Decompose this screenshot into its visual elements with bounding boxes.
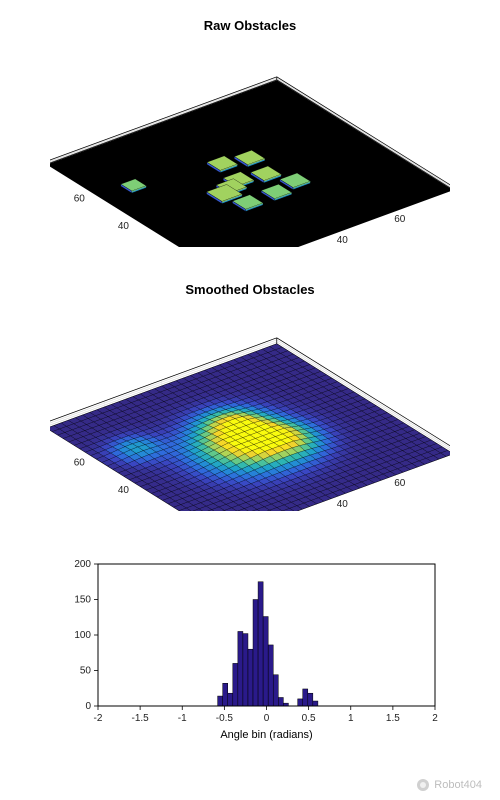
- watermark: Robot404: [416, 778, 482, 792]
- svg-text:Angle bin (radians): Angle bin (radians): [220, 729, 312, 741]
- svg-text:40: 40: [337, 235, 349, 246]
- histogram: 0 50 100 150 200 -2 -1.5 -1 -0.5 0 0.5 1 1.5 2 Angle b…: [50, 556, 450, 746]
- svg-text:200: 200: [74, 559, 91, 570]
- panel-raw-obstacles: Raw Obstacles 0510150204060800204060x bi…: [50, 18, 450, 247]
- svg-text:0.5: 0.5: [302, 713, 316, 724]
- panel-smooth-title: Smoothed Obstacles: [50, 282, 450, 297]
- svg-text:0: 0: [85, 701, 91, 712]
- svg-text:50: 50: [80, 666, 92, 677]
- svg-text:60: 60: [74, 194, 86, 205]
- svg-text:-2: -2: [94, 713, 103, 724]
- svg-text:40: 40: [118, 485, 130, 496]
- svg-text:-1.5: -1.5: [132, 713, 150, 724]
- svg-text:100: 100: [74, 630, 91, 641]
- svg-text:1.5: 1.5: [386, 713, 400, 724]
- surface-raw: 0510150204060800204060x binsy bins: [50, 37, 450, 247]
- svg-text:-0.5: -0.5: [216, 713, 234, 724]
- svg-text:60: 60: [394, 478, 406, 489]
- panel-histogram: 0 50 100 150 200 -2 -1.5 -1 -0.5 0 0.5 1 1.5 2 Angle b…: [50, 556, 450, 746]
- svg-text:40: 40: [118, 221, 130, 232]
- svg-text:-1: -1: [178, 713, 187, 724]
- svg-text:150: 150: [74, 595, 91, 606]
- svg-text:40: 40: [337, 499, 349, 510]
- watermark-icon: [416, 778, 430, 792]
- svg-text:1: 1: [348, 713, 354, 724]
- watermark-text: Robot404: [434, 779, 482, 791]
- svg-text:60: 60: [74, 458, 86, 469]
- svg-text:0: 0: [264, 713, 270, 724]
- svg-text:60: 60: [394, 214, 406, 225]
- surface-smooth: 00.511.50204060800204060x binsy bins: [50, 301, 450, 511]
- panel-smoothed-obstacles: Smoothed Obstacles 00.511.50204060800204…: [50, 282, 450, 511]
- svg-text:2: 2: [432, 713, 438, 724]
- panel-raw-title: Raw Obstacles: [50, 18, 450, 33]
- figure: Raw Obstacles 0510150204060800204060x bi…: [0, 0, 500, 800]
